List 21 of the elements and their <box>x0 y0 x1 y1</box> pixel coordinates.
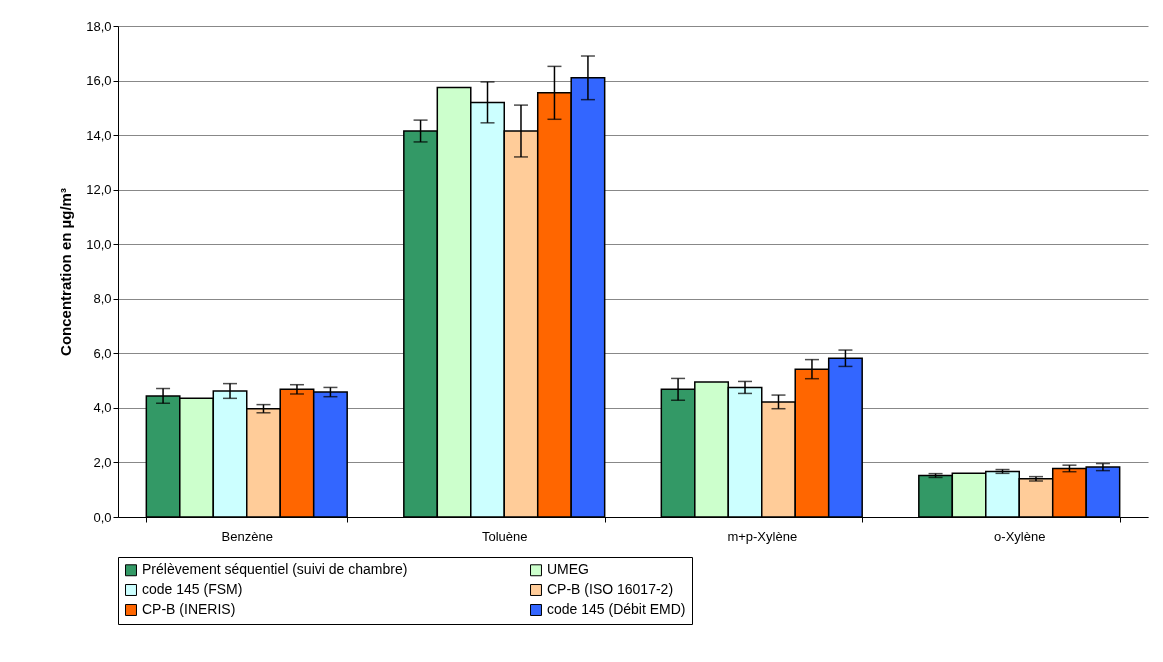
y-tick-label: 2,0 <box>93 454 112 470</box>
y-tick-label: 12,0 <box>86 182 112 198</box>
y-tick-label: 0,0 <box>93 509 112 525</box>
y-tick-label: 10,0 <box>86 236 112 252</box>
x-tick-label: o-Xylène <box>994 528 1046 544</box>
legend-label: CP-B (INERIS) <box>142 601 236 617</box>
x-tick-label: m+p-Xylène <box>727 528 798 544</box>
y-tick-label: 18,0 <box>86 18 112 34</box>
x-tick-label: Benzène <box>221 528 273 544</box>
y-tick-label: 14,0 <box>86 127 112 143</box>
y-tick-label: 16,0 <box>86 73 112 89</box>
y-tick-label: 6,0 <box>93 345 112 361</box>
x-tick-label: Toluène <box>481 528 528 544</box>
y-tick-label: 8,0 <box>93 291 112 307</box>
legend-label: Prélèvement séquentiel (suivi de chambre) <box>142 561 408 578</box>
legend-label: UMEG <box>547 561 589 578</box>
legend-label: code 145 (Débit EMD) <box>547 601 686 617</box>
y-axis-title: Concentration en µg/m³ <box>57 188 75 356</box>
legend-label: code 145 (FSM) <box>142 581 243 597</box>
y-tick-label: 4,0 <box>93 400 112 416</box>
legend-label: CP-B (ISO 16017-2) <box>547 581 674 597</box>
